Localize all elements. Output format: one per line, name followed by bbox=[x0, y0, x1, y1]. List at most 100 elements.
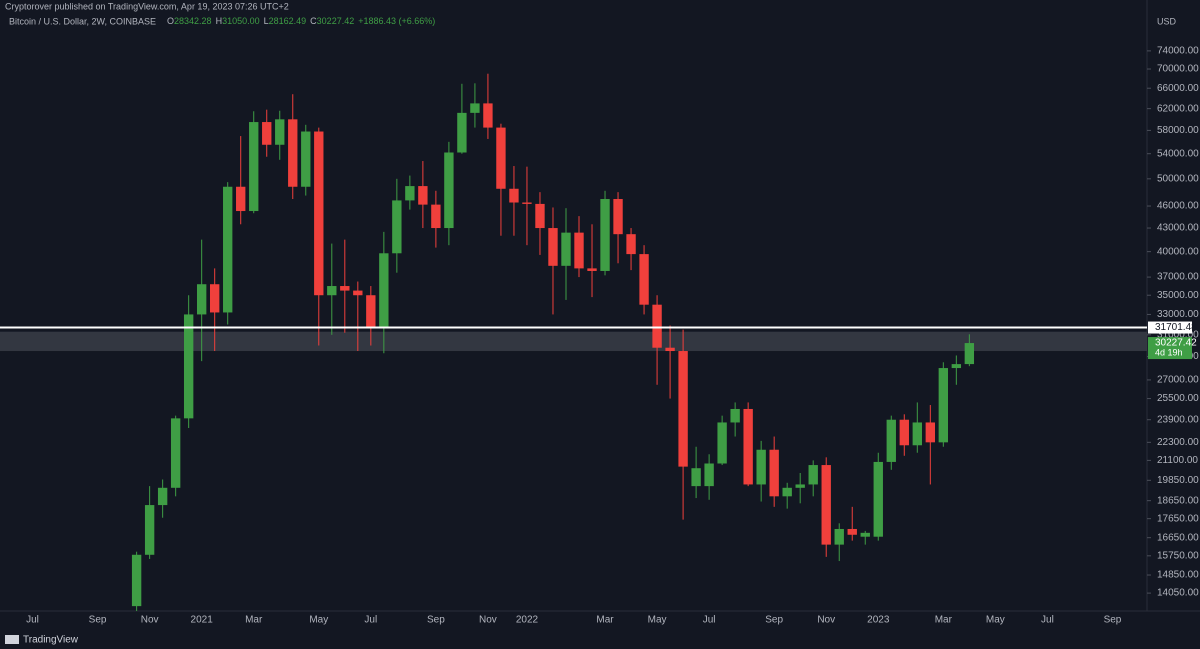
x-tick-label: Mar bbox=[245, 615, 263, 626]
candle-body bbox=[899, 419, 909, 446]
candle-body bbox=[157, 487, 168, 506]
y-tick-label: 33000.00 bbox=[1157, 309, 1199, 320]
candle-body bbox=[340, 286, 350, 291]
candle-body bbox=[886, 419, 896, 462]
candle-body bbox=[704, 463, 714, 487]
support-zone bbox=[0, 331, 1147, 352]
candle-body bbox=[821, 465, 831, 545]
candle-body bbox=[457, 112, 467, 153]
x-tick-label: May bbox=[648, 615, 667, 626]
candle-body bbox=[561, 232, 571, 266]
candle-body bbox=[769, 449, 779, 497]
y-tick-label: 70000.00 bbox=[1157, 64, 1199, 75]
y-tick-label: 14850.00 bbox=[1157, 570, 1199, 581]
y-tick-label: 50000.00 bbox=[1157, 173, 1199, 184]
y-tick-label: 31000.00 bbox=[1157, 329, 1199, 340]
ohlc-key: H bbox=[216, 16, 223, 26]
ohlc-value: 30227.42 bbox=[317, 16, 355, 26]
x-tick-label: 2021 bbox=[191, 615, 214, 626]
candle-body bbox=[652, 304, 662, 348]
candle-body bbox=[626, 234, 636, 255]
y-tick-label: 27000.00 bbox=[1157, 375, 1199, 386]
candle-body bbox=[418, 186, 428, 205]
candle-body bbox=[470, 103, 480, 113]
ohlc-legend: O28342.28 H31050.00 L28162.49 C30227.42 +188… bbox=[167, 16, 435, 26]
candle-body bbox=[756, 449, 766, 485]
ohlc-change: +1886.43 (+6.66%) bbox=[358, 16, 435, 26]
candle-body bbox=[236, 186, 246, 212]
candle-body bbox=[873, 461, 883, 537]
candle-body bbox=[925, 422, 935, 443]
candle-body bbox=[964, 343, 975, 365]
x-tick-label: 2022 bbox=[516, 615, 539, 626]
candle-body bbox=[535, 203, 545, 229]
x-tick-label: Nov bbox=[479, 615, 497, 626]
candle-body bbox=[548, 228, 558, 266]
candle-body bbox=[587, 268, 597, 271]
candle-body bbox=[353, 290, 363, 296]
candle-body bbox=[522, 202, 532, 204]
candle-body bbox=[639, 254, 649, 305]
candle-body bbox=[170, 418, 181, 488]
candle-body bbox=[196, 284, 207, 315]
candle-body bbox=[483, 103, 493, 128]
candle-body bbox=[301, 131, 311, 187]
currency: USD bbox=[1157, 16, 1177, 26]
candle-body bbox=[405, 186, 415, 201]
ohlc-value: 28342.28 bbox=[174, 16, 212, 26]
published-note: Cryptorover published on TradingView.com… bbox=[5, 1, 289, 11]
y-tick-label: 43000.00 bbox=[1157, 223, 1199, 234]
candle-body bbox=[808, 465, 818, 485]
ohlc-key: C bbox=[310, 16, 317, 26]
candle-body bbox=[366, 295, 376, 327]
candle-body bbox=[665, 347, 675, 352]
candle-body bbox=[314, 131, 324, 296]
candle-body bbox=[912, 422, 922, 446]
footer-brand: TradingView bbox=[23, 635, 79, 646]
candle-body bbox=[717, 422, 727, 464]
x-tick-label: Jul bbox=[26, 615, 39, 626]
candle-body bbox=[613, 199, 623, 235]
ohlc-value: 31050.00 bbox=[222, 16, 260, 26]
ohlc-value: 28162.49 bbox=[269, 16, 307, 26]
candle-body bbox=[210, 284, 220, 313]
logo-icon bbox=[5, 635, 19, 644]
x-tick-label: Sep bbox=[427, 615, 445, 626]
y-tick-label: 19850.00 bbox=[1157, 475, 1199, 486]
y-tick-label: 35000.00 bbox=[1157, 290, 1199, 301]
y-tick-label: 21100.00 bbox=[1157, 455, 1198, 466]
horizontal-line-label-bg bbox=[1148, 321, 1192, 334]
y-tick-label: 15750.00 bbox=[1157, 550, 1199, 561]
y-tick-label: 14050.00 bbox=[1157, 588, 1199, 599]
x-tick-label: Mar bbox=[935, 615, 953, 626]
candle-body bbox=[392, 200, 402, 254]
y-tick-label: 46000.00 bbox=[1157, 201, 1199, 212]
y-tick-label: 54000.00 bbox=[1157, 148, 1199, 159]
candle-body bbox=[847, 528, 857, 535]
y-tick-label: 18650.00 bbox=[1157, 495, 1199, 506]
candle-body bbox=[860, 532, 870, 537]
y-tick-label: 17650.00 bbox=[1157, 513, 1199, 524]
candle-body bbox=[144, 505, 155, 555]
candle-body bbox=[795, 484, 805, 488]
candle-body bbox=[951, 364, 962, 369]
candle-body bbox=[834, 528, 844, 545]
candle-body bbox=[938, 368, 949, 443]
ohlc-key: L bbox=[264, 16, 269, 26]
x-tick-label: Sep bbox=[89, 615, 107, 626]
candle-body bbox=[275, 119, 285, 145]
candle-body bbox=[691, 468, 701, 487]
candle-body bbox=[262, 122, 272, 145]
candle-body bbox=[379, 253, 389, 327]
candle-body bbox=[574, 232, 584, 269]
candle-body bbox=[431, 204, 441, 229]
horizontal-line-label: 31701.48 bbox=[1155, 322, 1197, 333]
y-tick-label: 58000.00 bbox=[1157, 125, 1199, 136]
y-tick-label: 25500.00 bbox=[1157, 393, 1199, 404]
candle-body bbox=[327, 286, 337, 296]
x-tick-label: Nov bbox=[817, 615, 835, 626]
symbol-title: Bitcoin / U.S. Dollar, 2W, COINBASE bbox=[9, 16, 156, 26]
